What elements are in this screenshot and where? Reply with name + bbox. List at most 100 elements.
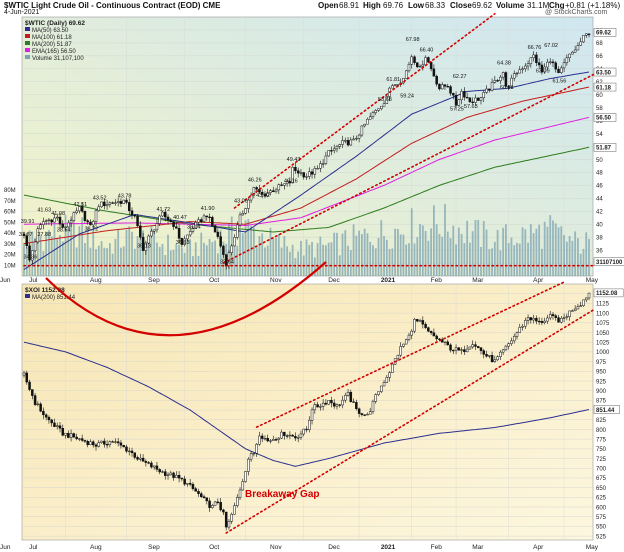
candle-body xyxy=(172,472,175,478)
candle-body xyxy=(407,334,411,340)
candle-body xyxy=(327,150,330,157)
open-label: Open xyxy=(318,1,339,10)
volume-bar xyxy=(147,241,150,276)
y-tick-label: 925 xyxy=(596,379,607,385)
candle-body xyxy=(346,140,350,146)
y-tick-label: 66 xyxy=(596,54,603,60)
price-annotation: 57.63 xyxy=(464,104,478,110)
candle-body xyxy=(183,238,186,245)
volume-bar xyxy=(374,248,377,276)
candle-body xyxy=(568,53,571,59)
candle-body xyxy=(197,219,200,223)
volume-bar xyxy=(156,242,158,276)
candle-body xyxy=(105,444,109,446)
volume-bar xyxy=(205,245,208,276)
candle-body xyxy=(313,404,317,411)
volume-bar xyxy=(216,253,219,276)
y-tick-label: 48 xyxy=(596,171,603,177)
candle-body xyxy=(244,208,247,214)
candle-body xyxy=(58,216,62,225)
volume-bar xyxy=(322,244,325,276)
candle-body xyxy=(236,224,239,238)
volume-bar xyxy=(297,251,300,276)
y-tick-label: 36 xyxy=(596,248,603,254)
candle-body xyxy=(283,183,286,186)
volume-bar xyxy=(150,226,153,276)
volume-bar xyxy=(527,242,529,276)
volume-bar xyxy=(286,246,289,276)
price-annotation: 61.81 xyxy=(386,77,400,83)
volume-bar xyxy=(169,250,172,276)
y-tick-label: 750 xyxy=(596,447,607,453)
volume-bar xyxy=(438,234,441,276)
x-tick-label: Aug xyxy=(90,544,102,551)
candle-body xyxy=(64,432,67,436)
candle-body xyxy=(125,446,128,452)
candle-body xyxy=(501,72,505,78)
candle-body xyxy=(537,62,541,66)
candle-body xyxy=(183,478,186,485)
candle-body xyxy=(277,184,281,191)
candle-body xyxy=(208,500,211,508)
volume-bar xyxy=(59,235,61,276)
price-annotation: 49.43 xyxy=(287,157,301,163)
candle-body xyxy=(269,190,272,193)
chg-label: Chg xyxy=(549,1,565,10)
candle-body xyxy=(141,457,145,462)
candle-body xyxy=(382,382,386,387)
volume-bar xyxy=(313,257,316,276)
last-value-box xyxy=(593,67,617,77)
candle-body xyxy=(524,65,527,70)
candle-body xyxy=(233,237,236,247)
candle-body xyxy=(105,204,109,207)
candle-body xyxy=(391,363,394,373)
candle-body xyxy=(108,202,112,205)
volume-bar xyxy=(491,248,493,276)
volume-bar xyxy=(421,225,424,276)
candle-body xyxy=(241,212,245,216)
candle-body xyxy=(114,202,117,204)
volume-bar xyxy=(377,237,380,276)
candle-body xyxy=(560,67,563,73)
volume-bar xyxy=(579,253,582,276)
candle-body xyxy=(222,509,225,513)
volume-bar xyxy=(402,234,405,276)
x-tick-label: Feb xyxy=(431,544,443,551)
volume-bar xyxy=(211,242,214,276)
volume-bar xyxy=(200,232,203,276)
y-tick-label: 600 xyxy=(596,505,607,511)
volume-bar xyxy=(518,243,521,276)
y-tick-label: 46 xyxy=(596,184,603,190)
last-value-label: 51.87 xyxy=(596,146,612,152)
x-tick-label: Mar xyxy=(472,277,484,284)
candle-body xyxy=(579,41,582,46)
y-tick-label: 675 xyxy=(596,476,607,482)
volume-bar xyxy=(585,232,588,276)
candle-body xyxy=(515,72,519,75)
volume-bar xyxy=(239,228,241,276)
candle-body xyxy=(507,343,510,347)
volume-bar xyxy=(477,219,480,276)
volume-bar xyxy=(529,224,532,276)
candle-body xyxy=(571,310,574,312)
candle-body xyxy=(191,228,195,232)
candle-body xyxy=(75,210,78,213)
candle-body xyxy=(288,434,292,437)
volume-bar xyxy=(222,241,225,276)
volume-bar xyxy=(358,230,361,276)
candle-body xyxy=(435,335,438,340)
candle-body xyxy=(429,61,433,70)
volume-bar xyxy=(100,241,103,276)
volume-bar xyxy=(53,220,56,276)
last-value-label: 56.50 xyxy=(596,116,612,122)
candle-body xyxy=(86,441,89,445)
candle-body xyxy=(252,187,256,196)
volume-bar xyxy=(136,236,139,276)
volume-bar xyxy=(460,233,463,276)
candle-body xyxy=(476,97,480,101)
candle-body xyxy=(133,452,137,458)
ma200-line xyxy=(23,146,590,233)
volume-bar xyxy=(189,239,192,276)
volume-bar xyxy=(474,219,477,276)
